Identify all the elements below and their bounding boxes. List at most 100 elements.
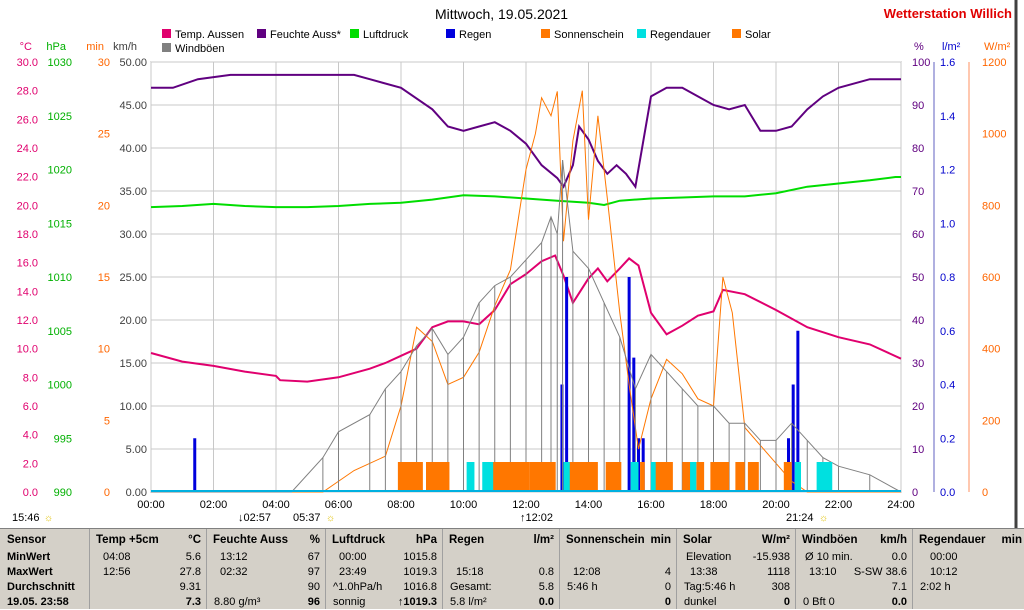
solar-unit: W/m² — [761, 534, 790, 546]
y-tick-label: 4.0 — [23, 430, 38, 442]
y-tick-label: 28.0 — [17, 86, 38, 98]
y-tick-label: 25 — [98, 129, 110, 141]
x-tick-label: 16:00 — [637, 499, 665, 511]
y-tick-label: 26.0 — [17, 114, 38, 126]
interval-bar — [563, 462, 570, 492]
legend-swatch — [446, 29, 455, 38]
col-sensor: Sensor MinWert MaxWert Durchschnitt 19.0… — [0, 529, 88, 609]
feuchte-max-time: 02:32 — [220, 566, 248, 578]
solar-day: Tag:5:46 h — [684, 581, 736, 593]
y-tick-label: 22.0 — [17, 172, 38, 184]
temp-unit: °C — [188, 534, 201, 546]
sun-marker: ☼ — [819, 513, 828, 524]
y-tick-label: 1.4 — [940, 111, 955, 123]
y-tick-label: 30.0 — [17, 57, 38, 69]
interval-bar — [816, 462, 833, 492]
interval-bar — [710, 462, 730, 492]
series-line — [151, 90, 901, 493]
interval-bar — [491, 462, 530, 492]
y-tick-label: 1010 — [48, 272, 72, 284]
sunset-label: 21:24 — [786, 512, 814, 524]
temp-min-value: 5.6 — [185, 551, 201, 563]
weather-chart: 00:00 02:00 04:00 06:00 08:00 10:00 12:00 14:00… — [12, 0, 1018, 528]
series-feuchte-auss- — [151, 73, 901, 190]
y-axis-left-0: °C 0.0 2.0 4.0 6.0 8.0 10.0 12.0 14.0 16.0 18.0 20.… — [17, 41, 38, 499]
rain-bar — [632, 357, 636, 492]
interval-bar — [735, 462, 745, 492]
legend-swatch — [257, 29, 266, 38]
sensor-row-avg: Durchschnitt — [7, 581, 75, 593]
x-tick-label: 20:00 — [762, 499, 790, 511]
wind-max-value: S-SW 38.6 — [853, 566, 907, 578]
series-line — [151, 73, 901, 190]
y-tick-label: 25.00 — [119, 272, 147, 284]
interval-bar — [568, 462, 598, 492]
gust-series-line — [151, 159, 902, 493]
y-tick-label: 600 — [982, 272, 1000, 284]
y-tick-label: 400 — [982, 344, 1000, 356]
y-tick-label: 10.0 — [17, 344, 38, 356]
regen-total-value: 5.8 — [538, 581, 554, 593]
grid-vertical: 00:00 02:00 04:00 06:00 08:00 10:00 12:00 14:00… — [137, 62, 915, 511]
solar-head: Solar — [683, 534, 712, 546]
x-tick-label: 04:00 — [262, 499, 290, 511]
y-tick-label: 1000 — [48, 380, 72, 392]
regen-unit: l/m² — [533, 534, 554, 546]
y-axis-unit: W/m² — [984, 41, 1011, 53]
luftdruck-unit: hPa — [415, 534, 437, 546]
y-tick-label: 8.0 — [23, 372, 38, 384]
y-tick-label: 70 — [912, 186, 924, 198]
luftdruck-min-time: 00:00 — [339, 551, 367, 563]
interval-bar — [426, 462, 450, 492]
y-tick-label: 50.00 — [119, 57, 147, 69]
luftdruck-max-value: 1019.3 — [403, 566, 437, 578]
y-axis-unit: °C — [20, 41, 32, 53]
series-regendauer — [466, 462, 833, 492]
temp-current-value: 7.3 — [185, 596, 201, 608]
x-tick-label: 18:00 — [700, 499, 728, 511]
interval-bar — [605, 462, 622, 492]
solar-elevation-label: Elevation — [686, 551, 732, 563]
y-tick-label: 0.0 — [940, 487, 955, 499]
regendauer-unit: min — [1001, 534, 1022, 546]
col-regendauer: Regendauer min 00:00 10:12 2:02 h — [912, 529, 1024, 609]
temp-max-value: 27.8 — [179, 566, 201, 578]
interval-bar — [794, 462, 801, 492]
y-axis-unit: km/h — [113, 41, 137, 53]
interval-bar — [696, 462, 705, 492]
x-tick-label: 08:00 — [387, 499, 415, 511]
temp-max-time: 12:56 — [103, 566, 131, 578]
legend-swatch — [162, 29, 171, 38]
x-tick-label: 24:00 — [887, 499, 915, 511]
interval-bar — [783, 462, 792, 492]
legend-label: Regen — [459, 29, 491, 41]
legend-label: Solar — [745, 29, 771, 41]
legend-swatch — [637, 29, 646, 38]
temp-min-time: 04:08 — [103, 551, 131, 563]
y-tick-label: 16.0 — [17, 258, 38, 270]
wind-avg10-value: 0.0 — [891, 551, 907, 563]
y-tick-label: 24.0 — [17, 143, 38, 155]
wind-unit: km/h — [880, 534, 907, 546]
interval-bar — [482, 462, 494, 492]
x-tick-label: 14:00 — [575, 499, 603, 511]
legend-swatch — [350, 29, 359, 38]
y-tick-label: 60 — [912, 229, 924, 241]
sensor-row-current: 19.05. 23:58 — [7, 596, 69, 608]
solar-state: dunkel — [684, 596, 717, 608]
solar-avg-value: 308 — [771, 581, 790, 593]
legend-label: Luftdruck — [363, 29, 409, 41]
legend: Temp. Aussen Feuchte Auss* Luftdruck Regen S… — [162, 29, 771, 55]
y-axis-right-0: % 0 10 20 30 40 50 60 70 80 90 100 — [912, 41, 930, 499]
sun-marker: ☼ — [44, 513, 53, 524]
y-tick-label: 1.0 — [940, 218, 955, 230]
legend-label: Windböen — [175, 43, 225, 55]
y-tick-label: 0 — [912, 487, 918, 499]
y-tick-label: 20 — [98, 200, 110, 212]
y-tick-label: 30 — [98, 57, 110, 69]
interval-bar — [397, 462, 423, 492]
y-tick-label: 50 — [912, 272, 924, 284]
regen-current-value: 0.0 — [538, 596, 554, 608]
wind-max-time: 13:10 — [809, 566, 837, 578]
regen-max-value: 0.8 — [538, 566, 554, 578]
